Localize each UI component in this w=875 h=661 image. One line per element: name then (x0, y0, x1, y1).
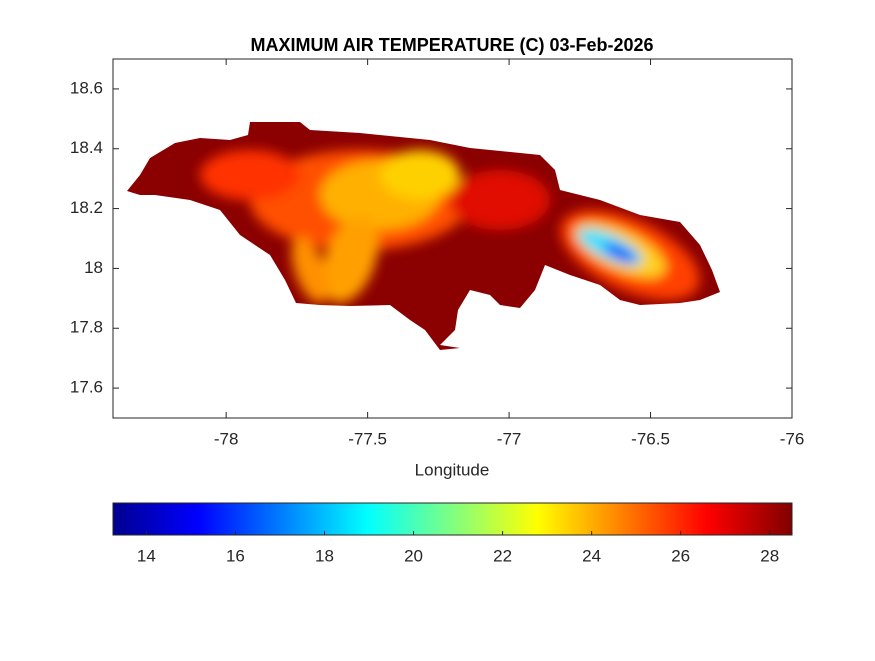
colorbar-tick-label: 16 (226, 546, 245, 565)
x-tick-label: -76.5 (631, 429, 670, 448)
y-tick-label: 18 (84, 258, 103, 277)
colorbar-tick-label: 26 (671, 546, 690, 565)
x-tick-label: -78 (214, 429, 239, 448)
x-tick-label: -77.5 (348, 429, 387, 448)
colorbar-tick-label: 28 (760, 546, 779, 565)
y-tick-label: 18.2 (70, 198, 103, 217)
x-tick-label: -76 (780, 429, 805, 448)
colorbar-tick-label: 24 (582, 546, 601, 565)
chart-title: MAXIMUM AIR TEMPERATURE (C) 03-Feb-2026 (250, 35, 653, 55)
x-tick-label: -77 (497, 429, 522, 448)
colorbar-tick-label: 14 (137, 546, 156, 565)
colorbar (112, 502, 793, 536)
colorbar-tick-label: 18 (315, 546, 334, 565)
colorbar-tick-label: 22 (493, 546, 512, 565)
y-tick-label: 17.8 (70, 318, 103, 337)
x-axis-label: Longitude (415, 460, 490, 479)
y-tick-label: 18.6 (70, 78, 103, 97)
y-tick-label: 18.4 (70, 138, 103, 157)
colorbar-tick-label: 20 (404, 546, 423, 565)
y-tick-label: 17.6 (70, 378, 103, 397)
